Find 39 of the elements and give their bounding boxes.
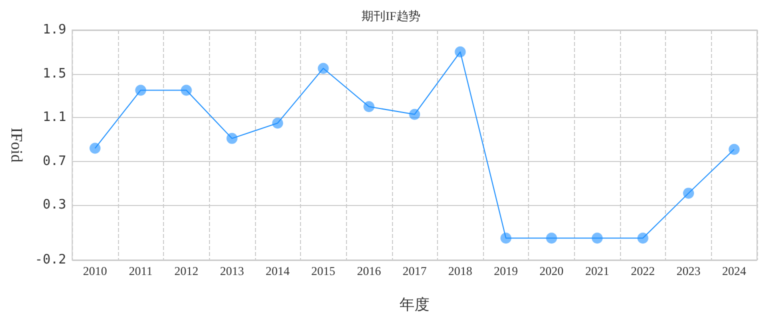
x-tick-label: 2014 — [266, 264, 290, 278]
x-tick-label: 2011 — [128, 264, 152, 278]
y-tick-label: -0.2 — [34, 252, 66, 268]
point — [637, 232, 648, 244]
y-tick-label: 1.9 — [42, 22, 66, 38]
point — [683, 188, 694, 199]
x-tick-label: 2023 — [676, 264, 701, 278]
point — [135, 84, 146, 96]
y-tick-label: 1.5 — [42, 66, 66, 82]
x-tick-label: 2018 — [448, 264, 472, 278]
x-axis-title: 年度 — [400, 296, 430, 314]
point — [454, 46, 466, 58]
x-tick-label: 2024 — [722, 264, 746, 278]
x-tick-label: 2020 — [540, 264, 564, 278]
y-tick-label: 0.7 — [42, 154, 66, 169]
x-tick-label: 2010 — [83, 264, 108, 278]
y-tick-label: 1.1 — [42, 110, 66, 126]
x-tick-label: 2019 — [494, 264, 518, 278]
x-tick-label: 2013 — [220, 264, 244, 278]
x-tick-label: 2016 — [356, 264, 381, 278]
point — [409, 108, 420, 120]
point — [180, 84, 192, 96]
point — [226, 132, 238, 144]
x-tick-label: 2012 — [174, 264, 198, 278]
x-tick-label: 2015 — [311, 264, 336, 278]
x-tick-label: 2022 — [630, 264, 655, 278]
chart-title: 期刊IF趋势 — [362, 9, 420, 23]
x-tick-label: 2021 — [585, 264, 610, 278]
point — [728, 144, 740, 155]
point — [592, 232, 603, 244]
point — [546, 232, 558, 244]
y-tick-label: 0.3 — [42, 198, 66, 213]
point — [272, 118, 284, 129]
x-tick-label: 2017 — [402, 264, 427, 278]
point — [318, 62, 329, 74]
y-axis-title: IFoid — [8, 128, 24, 162]
point — [500, 232, 512, 244]
point — [90, 142, 101, 154]
point — [363, 101, 374, 112]
